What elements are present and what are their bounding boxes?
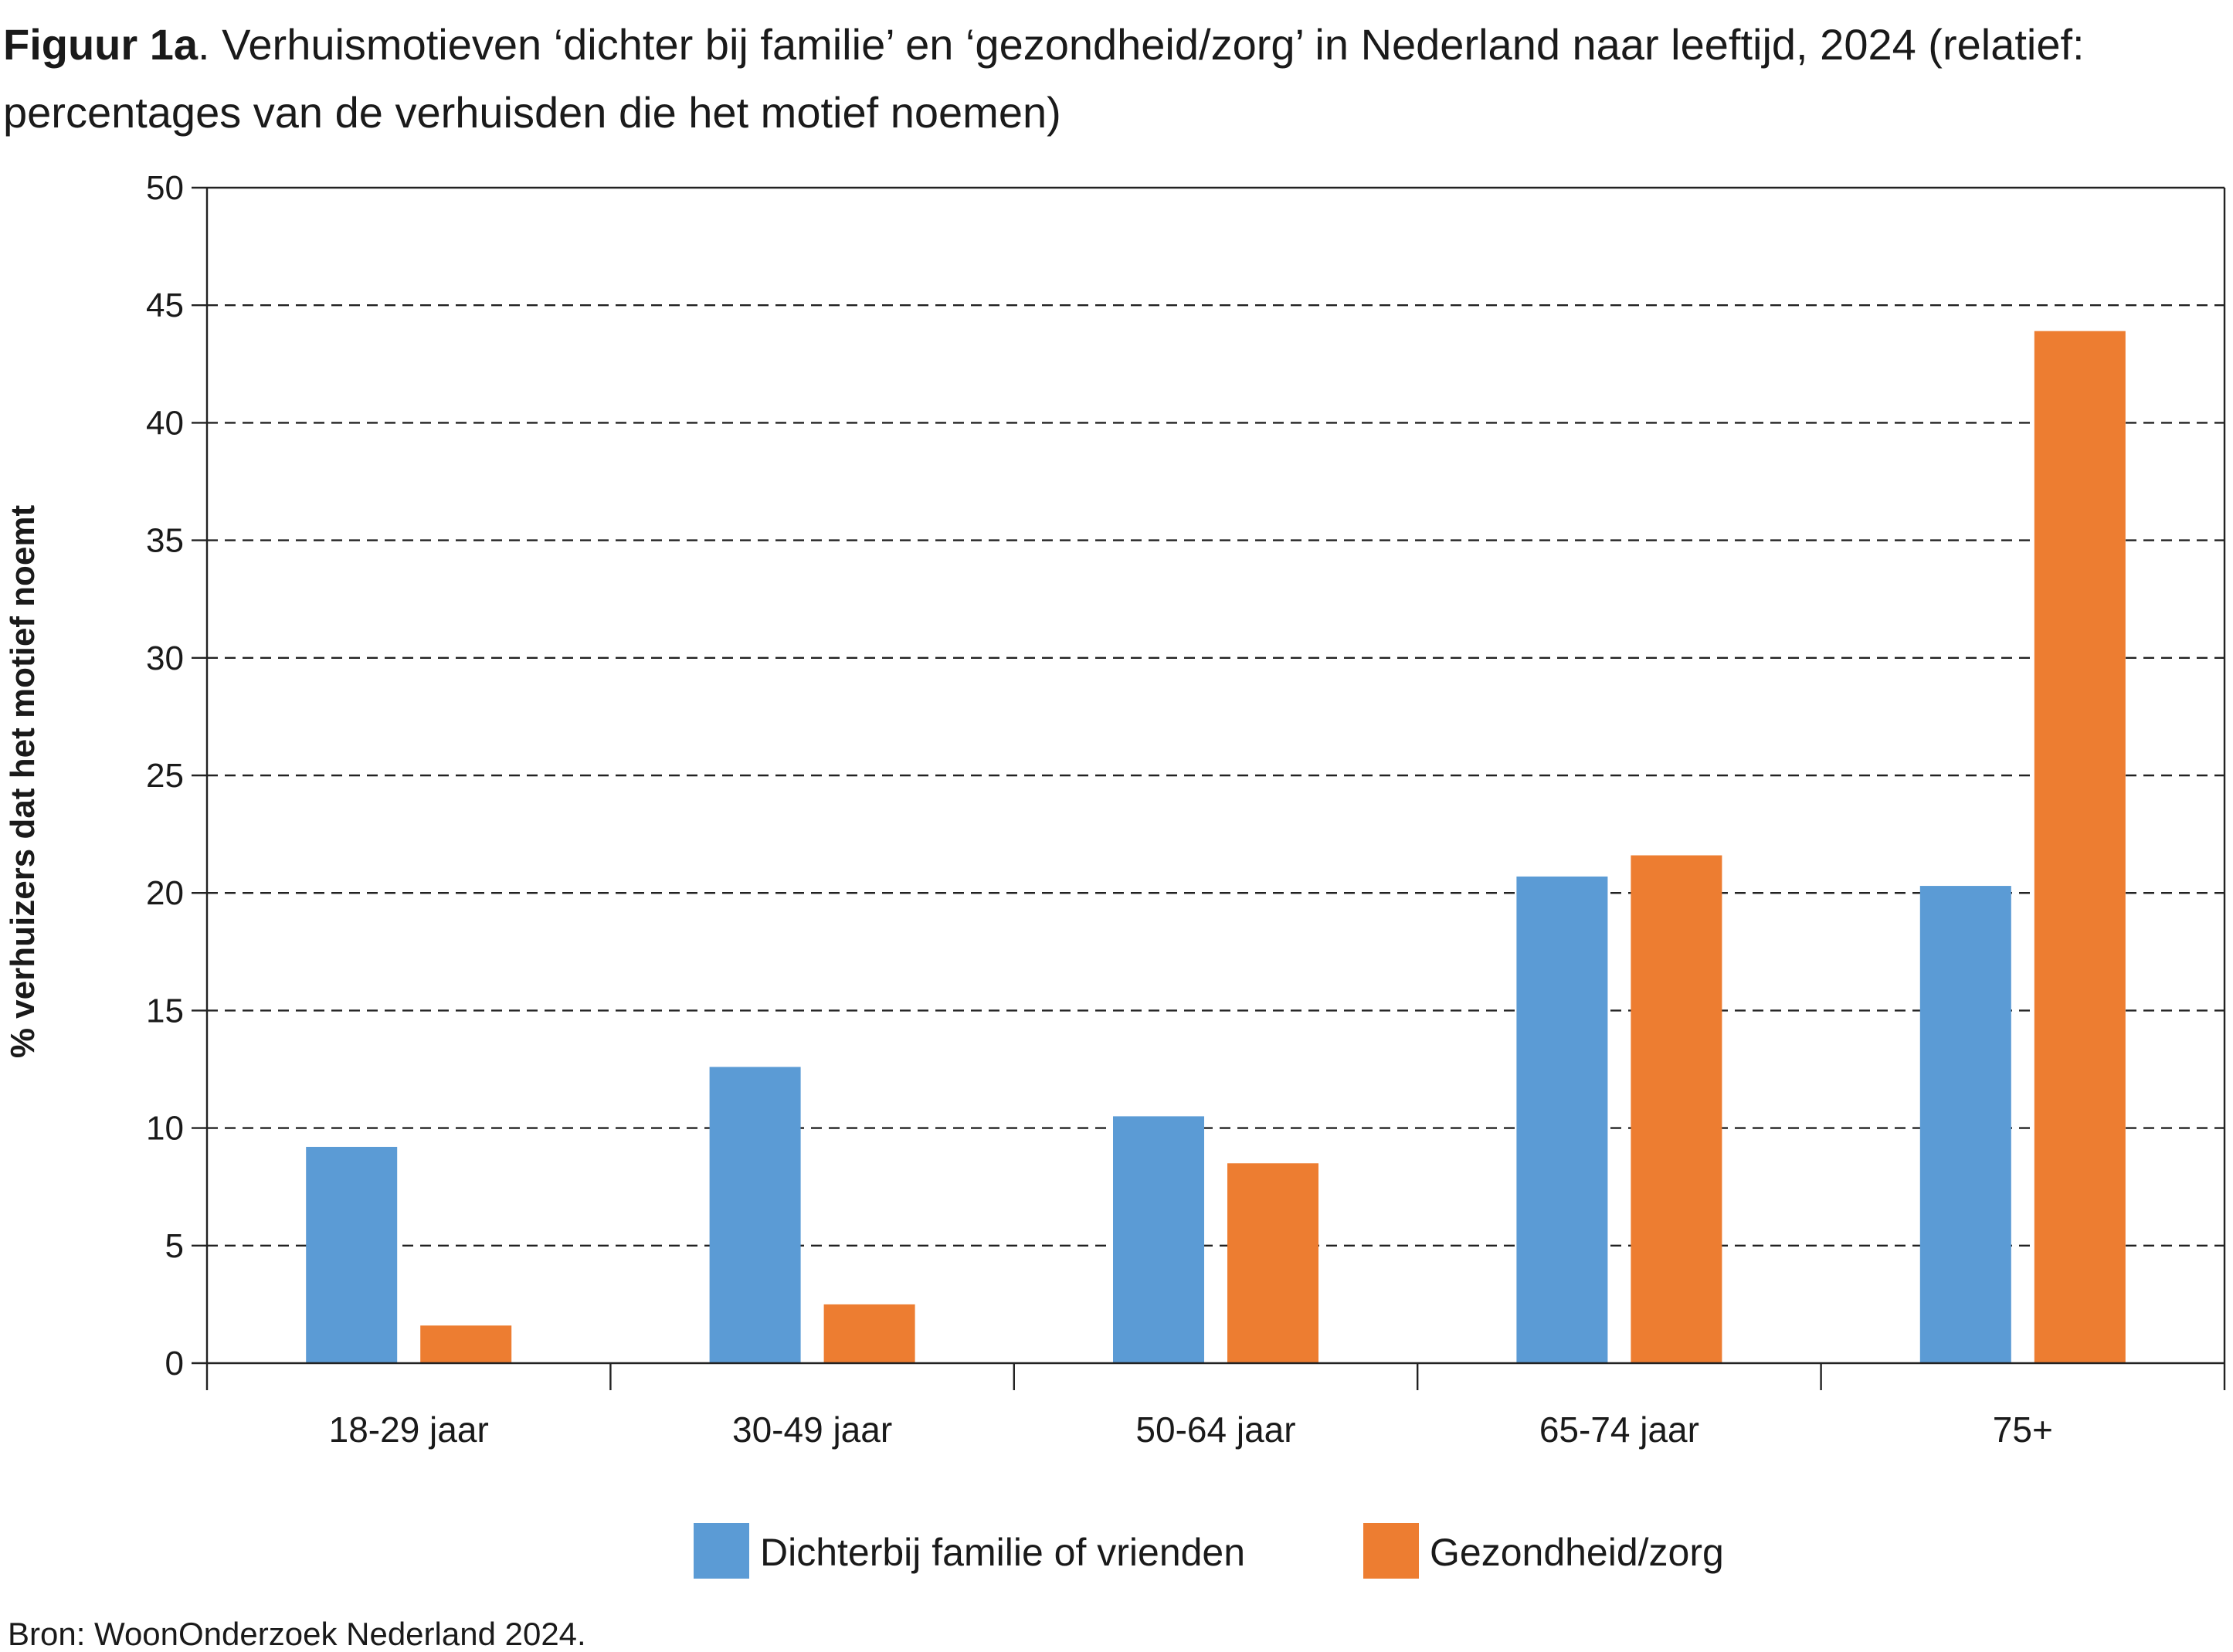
y-tick-label: 30	[146, 639, 184, 677]
y-tick-label: 0	[165, 1345, 184, 1382]
legend: Dichterbij familie of vrienden Gezondhei…	[0, 1523, 2233, 1585]
y-tick-label: 15	[146, 992, 184, 1030]
y-tick-label: 20	[146, 874, 184, 912]
y-tick-label: 35	[146, 522, 184, 560]
x-tick-labels: 18-29 jaar 30-49 jaar 50-64 jaar 65-74 jaar…	[329, 1409, 2053, 1450]
legend-label-zorg: Gezondheid/zorg	[1430, 1531, 1724, 1574]
figure-caption: . Verhuismotieven ‘dichter bij familie’ …	[3, 20, 2085, 137]
bar	[420, 1325, 512, 1363]
source-note: Bron: WoonOnderzoek Nederland 2024.	[8, 1616, 586, 1652]
x-tick-label: 50-64 jaar	[1135, 1409, 1295, 1450]
y-axis-label: % verhuizers dat het motief noemt	[4, 504, 42, 1059]
x-tick-label: 65-74 jaar	[1539, 1409, 1699, 1450]
legend-swatch-familie	[694, 1523, 749, 1579]
axes	[192, 186, 2226, 1390]
bar	[306, 1146, 398, 1363]
y-tick-label: 5	[165, 1227, 184, 1265]
x-tick-label: 30-49 jaar	[732, 1409, 892, 1450]
chart-title: Figuur 1a. Verhuismotieven ‘dichter bij …	[3, 11, 2228, 147]
bar	[1113, 1116, 1204, 1363]
bar	[823, 1304, 915, 1363]
bar	[1516, 876, 1608, 1363]
y-tick-label: 25	[146, 757, 184, 795]
y-tick-label: 40	[146, 404, 184, 442]
figure-number: Figuur 1a	[3, 20, 199, 69]
legend-swatch-zorg	[1363, 1523, 1419, 1579]
y-tick-labels: 0 5 10 15 20 25 30 35 40 45 50	[146, 169, 184, 1382]
y-tick-label: 10	[146, 1110, 184, 1148]
legend-label-familie: Dichterbij familie of vrienden	[760, 1531, 1246, 1574]
y-tick-label: 50	[146, 169, 184, 207]
bar	[1919, 886, 2011, 1363]
bar	[709, 1067, 801, 1363]
bar	[1631, 855, 1722, 1363]
x-tick-label: 75+	[1993, 1409, 2053, 1450]
x-tick-label: 18-29 jaar	[329, 1409, 489, 1450]
bar	[1227, 1163, 1318, 1363]
y-tick-label: 45	[146, 287, 184, 324]
bars	[306, 331, 2126, 1364]
bar	[2034, 331, 2126, 1364]
